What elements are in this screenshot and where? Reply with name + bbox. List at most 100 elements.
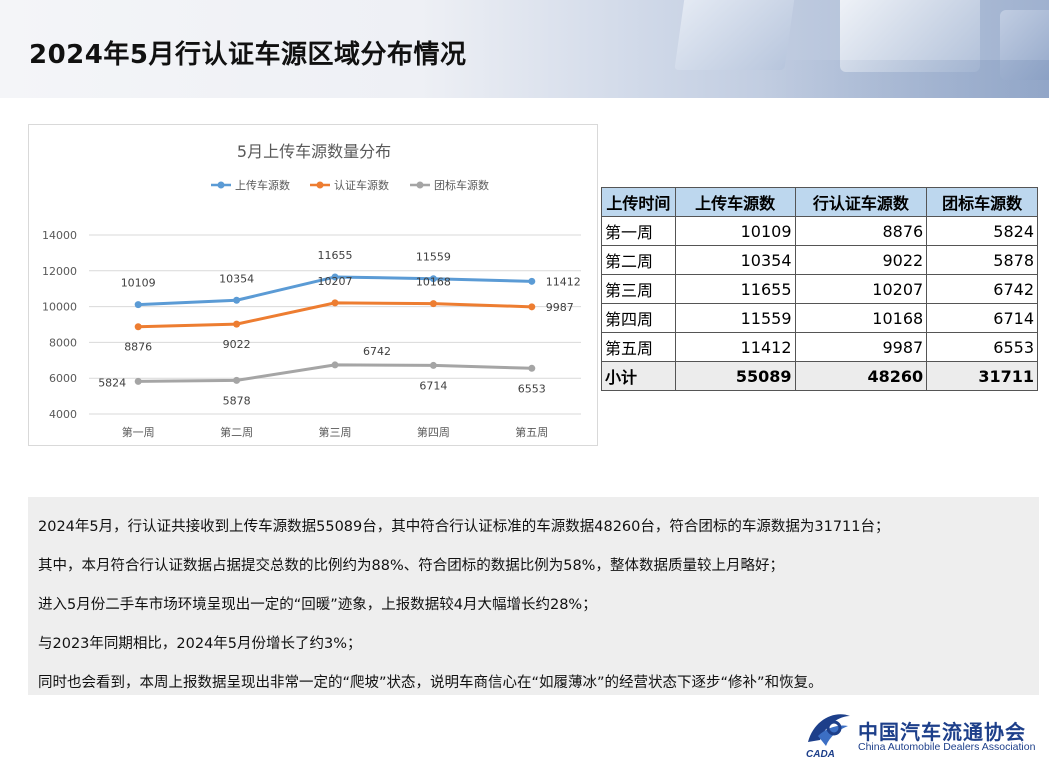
table-cell: 55089 xyxy=(674,361,796,391)
summary-line: 与2023年同期相比，2024年5月份增长了约3%； xyxy=(38,636,362,652)
data-point xyxy=(528,277,536,285)
association-logo: CADA 中国汽车流通协会 China Automobile Dealers A… xyxy=(800,706,1045,760)
summary-box: 2024年5月，行认证共接收到上传车源数据55089台，其中符合行认证标准的车源… xyxy=(28,497,1039,695)
banner-decoration xyxy=(760,60,1049,98)
header-banner: 2024年5月行认证车源区域分布情况 xyxy=(0,0,1049,98)
data-label: 9987 xyxy=(546,301,574,314)
summary-line: 进入5月份二手车市场环境呈现出一定的“回暖”迹象，上报数据较4月大幅增长约28%… xyxy=(38,597,597,613)
table-header-cell: 行认证车源数 xyxy=(794,187,928,217)
table-cell: 9022 xyxy=(794,245,928,275)
data-label: 11412 xyxy=(546,275,581,288)
legend-swatch-marker xyxy=(416,181,424,189)
table-cell: 10168 xyxy=(794,303,928,333)
table-cell: 小计 xyxy=(601,361,676,391)
logo-name-en: China Automobile Dealers Association xyxy=(858,741,1036,753)
summary-line: 其中，本月符合行认证数据占据提交总数的比例约为88%、符合团标的数据比例为58%… xyxy=(38,558,784,574)
data-point xyxy=(134,301,142,309)
data-point xyxy=(233,296,241,304)
page-title: 2024年5月行认证车源区域分布情况 xyxy=(29,40,467,70)
y-tick-label: 6000 xyxy=(49,372,77,385)
data-point xyxy=(331,361,339,369)
table-row: 第二周 10354 9022 5878 xyxy=(601,245,1038,275)
data-point xyxy=(429,361,437,369)
data-label: 10109 xyxy=(121,277,156,290)
table-cell: 9987 xyxy=(794,332,928,362)
banner-decoration xyxy=(1000,10,1049,80)
data-point xyxy=(528,303,536,311)
banner-decoration xyxy=(840,0,980,72)
data-point xyxy=(429,300,437,308)
table-cell: 第五周 xyxy=(601,332,676,362)
table-row: 第三周 11655 10207 6742 xyxy=(601,274,1038,304)
data-label: 11655 xyxy=(318,249,353,262)
table-cell: 10207 xyxy=(794,274,928,304)
y-tick-label: 8000 xyxy=(49,336,77,349)
table-row: 第一周 10109 8876 5824 xyxy=(601,216,1038,246)
table-cell: 6742 xyxy=(926,274,1038,304)
data-table: 上传时间 上传车源数 行认证车源数 团标车源数 第一周 10109 8876 5… xyxy=(601,187,1038,391)
legend-swatch-marker xyxy=(217,181,225,189)
data-point xyxy=(134,323,142,331)
data-label: 6742 xyxy=(363,345,391,358)
table-cell: 第四周 xyxy=(601,303,676,333)
table-row: 第四周 11559 10168 6714 xyxy=(601,303,1038,333)
table-cell: 5878 xyxy=(926,245,1038,275)
data-label: 6553 xyxy=(518,382,546,395)
legend-label: 认证车源数 xyxy=(334,178,389,192)
logo-name-cn: 中国汽车流通协会 xyxy=(858,720,1026,744)
data-label: 10207 xyxy=(318,275,353,288)
data-point xyxy=(528,364,536,372)
table-cell: 5824 xyxy=(926,216,1038,246)
x-tick-label: 第二周 xyxy=(220,425,253,439)
data-label: 9022 xyxy=(223,338,251,351)
table-cell: 6714 xyxy=(926,303,1038,333)
data-point xyxy=(134,377,142,385)
table-header-cell: 团标车源数 xyxy=(926,187,1038,217)
table-cell: 31711 xyxy=(926,361,1038,391)
data-label: 5878 xyxy=(223,394,251,407)
y-tick-label: 12000 xyxy=(42,265,77,278)
logo-mark-text: CADA xyxy=(806,749,835,760)
x-tick-label: 第三周 xyxy=(319,425,352,439)
table-cell: 8876 xyxy=(794,216,928,246)
y-tick-label: 4000 xyxy=(49,408,77,421)
data-point xyxy=(233,376,241,384)
table-cell: 11412 xyxy=(674,332,796,362)
table-header-row: 上传时间 上传车源数 行认证车源数 团标车源数 xyxy=(601,187,1038,217)
y-tick-label: 14000 xyxy=(42,229,77,242)
data-label: 8876 xyxy=(124,341,152,354)
data-point xyxy=(233,320,241,328)
table-cell: 11655 xyxy=(674,274,796,304)
x-tick-label: 第五周 xyxy=(515,425,548,439)
line-chart-panel: 5月上传车源数量分布上传车源数 认证车源数 团标车源数 4000 6000 8000 100… xyxy=(28,124,598,446)
chart-title: 5月上传车源数量分布 xyxy=(237,142,391,161)
data-point xyxy=(331,273,339,281)
summary-line: 2024年5月，行认证共接收到上传车源数据55089台，其中符合行认证标准的车源… xyxy=(38,519,890,535)
summary-line: 同时也会看到，本周上报数据呈现出非常一定的“爬坡”状态，说明车商信心在“如履薄冰… xyxy=(38,675,823,691)
data-label: 10168 xyxy=(416,276,451,289)
table-cell: 10109 xyxy=(674,216,796,246)
table-cell: 第三周 xyxy=(601,274,676,304)
data-point xyxy=(331,299,339,307)
data-point xyxy=(429,275,437,283)
table-cell: 第一周 xyxy=(601,216,676,246)
table-header-cell: 上传时间 xyxy=(601,187,676,217)
data-label: 6714 xyxy=(419,379,447,392)
table-cell: 第二周 xyxy=(601,245,676,275)
x-tick-label: 第一周 xyxy=(122,425,155,439)
legend-swatch-marker xyxy=(316,181,324,189)
cada-logo-icon: CADA xyxy=(806,714,850,760)
table-cell: 48260 xyxy=(794,361,928,391)
table-cell: 11559 xyxy=(674,303,796,333)
x-tick-label: 第四周 xyxy=(417,425,450,439)
table-cell: 10354 xyxy=(674,245,796,275)
table-cell: 6553 xyxy=(926,332,1038,362)
table-subtotal-row: 小计 55089 48260 31711 xyxy=(601,361,1038,391)
data-label: 5824 xyxy=(98,376,126,389)
table-header-cell: 上传车源数 xyxy=(674,187,796,217)
data-label: 10354 xyxy=(219,272,254,285)
legend-label: 团标车源数 xyxy=(434,178,489,192)
y-tick-label: 10000 xyxy=(42,301,77,314)
legend-label: 上传车源数 xyxy=(235,178,290,192)
